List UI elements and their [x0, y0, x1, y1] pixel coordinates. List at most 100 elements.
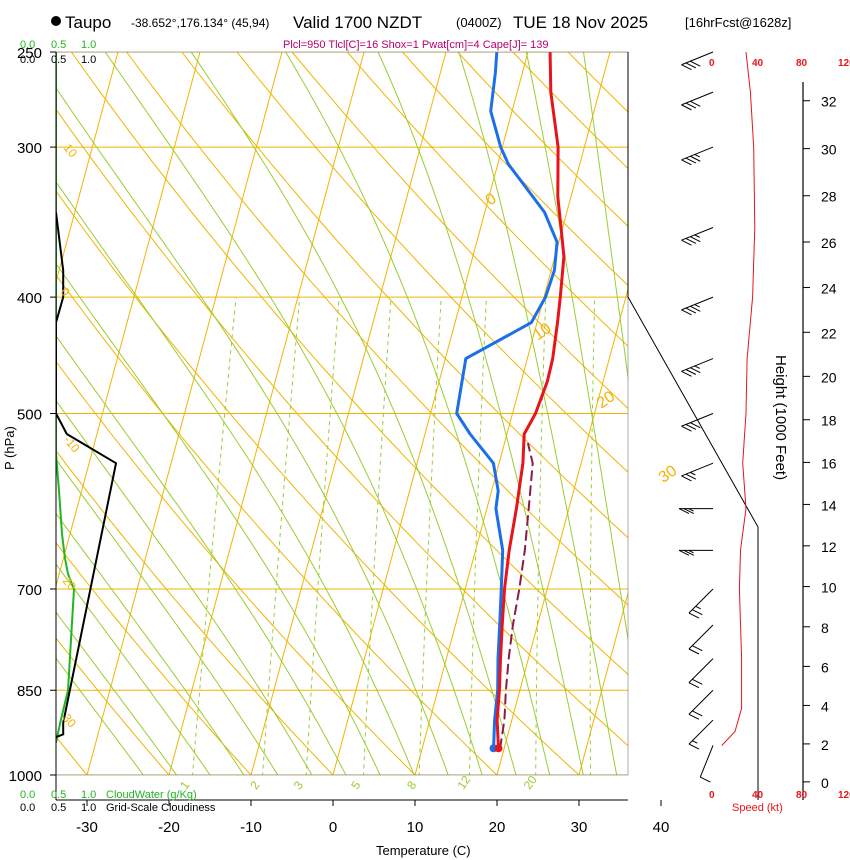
moist-adiabat-line [56, 611, 178, 775]
wind-barb-flag [685, 424, 697, 430]
pressure-tick-label: 700 [17, 582, 42, 599]
x-tick-label: 0 [329, 819, 337, 836]
height-tick-label: 30 [821, 142, 837, 158]
dry-adiabat-line [401, 52, 628, 287]
moist-adiabat-line [56, 657, 144, 775]
wind-barb-staff [688, 689, 714, 715]
height-tick-label: 20 [821, 369, 837, 385]
dry-adiabat-line [56, 450, 334, 775]
height-tick-label: 24 [821, 281, 837, 297]
wind-barb-flag [681, 370, 692, 377]
dry-adiabat-line [56, 190, 580, 775]
mixing-ratio-label: 2 [247, 778, 262, 792]
wind-barb-flag [685, 307, 697, 314]
valid-date: TUE 18 Nov 2025 [513, 13, 648, 32]
cloud-top-green-2: 1.0 [81, 39, 96, 51]
wind-barb-halfflag [694, 304, 700, 308]
wind-speed-label: Speed (kt) [732, 802, 783, 814]
x-tick-label: 10 [407, 819, 424, 836]
cloudiness-curve [56, 212, 118, 739]
y-axis-title: P (hPa) [2, 426, 17, 470]
dry-adiabat-line [56, 274, 498, 775]
dry-adiabat-line [56, 542, 252, 775]
wind-barb-flag [685, 369, 697, 375]
height-tick-label: 28 [821, 189, 837, 205]
height-tick-label: 2 [821, 737, 829, 753]
isotherm-line [56, 52, 119, 284]
isotherm-line [414, 52, 611, 775]
pressure-tick-label: 300 [17, 140, 42, 157]
isotherm-line [332, 52, 529, 775]
height-tick-label: 8 [821, 620, 829, 636]
wind-speed-curve [721, 51, 756, 746]
isotherm-label: 0 [483, 190, 500, 209]
height-tick-label: 16 [821, 455, 837, 471]
wind-barb-flag [678, 508, 690, 515]
wind-bottom-tick-3: 120 [838, 790, 850, 801]
wind-barb-halfflag [694, 365, 700, 369]
x-tick-label: 40 [653, 819, 670, 836]
temperature-curve [495, 52, 566, 750]
wind-barb-flag [681, 159, 692, 166]
wind-top-tick-0: 0 [709, 58, 715, 69]
cloud-bottom-green-0: 0.0 [20, 789, 35, 801]
wind-barb-flag [688, 713, 700, 720]
cloud-bottom-black-0: 0.0 [20, 802, 35, 814]
wind-barb-halfflag [688, 508, 694, 512]
grid-layer [56, 52, 628, 775]
wind-panel-boundary [627, 52, 759, 800]
wind-barb-halfflag [690, 471, 696, 476]
wind-barb-halfflag [694, 234, 700, 238]
wind-barb-flag [685, 157, 697, 164]
wind-barb-flag [681, 239, 692, 246]
mixing-ratio-label: 20 [521, 773, 540, 792]
x-tick-label: 30 [571, 819, 588, 836]
parcel-curve [499, 442, 534, 750]
wind-barb-staff [688, 588, 714, 614]
location-marker-icon [51, 16, 61, 26]
wind-top-tick-2: 80 [796, 58, 808, 69]
dry-adiabat-line [56, 108, 628, 747]
wind-barb-flag [692, 710, 703, 717]
height-tick-label: 18 [821, 413, 837, 429]
wind-barb-flag [692, 609, 703, 616]
isotherm-line [86, 52, 283, 775]
height-tick-label: 4 [821, 698, 829, 714]
mixing-ratio-line [535, 297, 547, 775]
valid-utc: (0400Z) [456, 15, 502, 30]
wind-barb-flag [685, 237, 697, 244]
height-tick-label: 32 [821, 94, 837, 110]
cloud-bottom-green-1: 0.5 [51, 789, 66, 801]
wind-barb-flag [690, 236, 701, 243]
temperature-surface-dot [494, 744, 503, 753]
cloud-top-green-1: 0.5 [51, 39, 66, 51]
cloud-water-label: CloudWater (g/Kg) [106, 789, 197, 801]
adiabat-label: 20 [60, 574, 80, 593]
isotherm-label: 30 [656, 462, 680, 486]
moist-adiabat-line [104, 52, 483, 775]
height-axis-title: Height (1000 Feet) [772, 355, 789, 480]
wind-barb-flag [681, 64, 692, 71]
wind-barb-flag [688, 648, 700, 655]
moist-adiabat-line [56, 399, 313, 775]
dewpoint-curve [455, 52, 559, 750]
mixing-ratio-line [262, 297, 301, 775]
cloud-water-curve [56, 52, 76, 743]
dry-adiabat-line [70, 52, 628, 676]
wind-barb-halfflag [688, 549, 694, 554]
wind-barb-flag [688, 682, 700, 689]
isotherm-label: 10 [530, 320, 554, 344]
parcel-params: Plcl=950 Tlcl[C]=16 Shox=1 Pwat[cm]=4 Ca… [283, 39, 548, 51]
wind-top-tick-1: 40 [752, 58, 764, 69]
moist-adiabat-line [56, 458, 279, 775]
moist-adiabat-line [583, 52, 628, 381]
adiabat-label: 10 [61, 141, 81, 160]
wind-barb-flag [681, 475, 692, 482]
wind-barb-staff [699, 745, 714, 778]
mixing-ratio-label: 8 [404, 778, 419, 792]
mixing-ratio-line [305, 297, 340, 775]
wind-barb-flag [690, 60, 701, 67]
cloud-top-black-1: 0.5 [51, 54, 66, 66]
moist-adiabat-line [56, 87, 449, 775]
